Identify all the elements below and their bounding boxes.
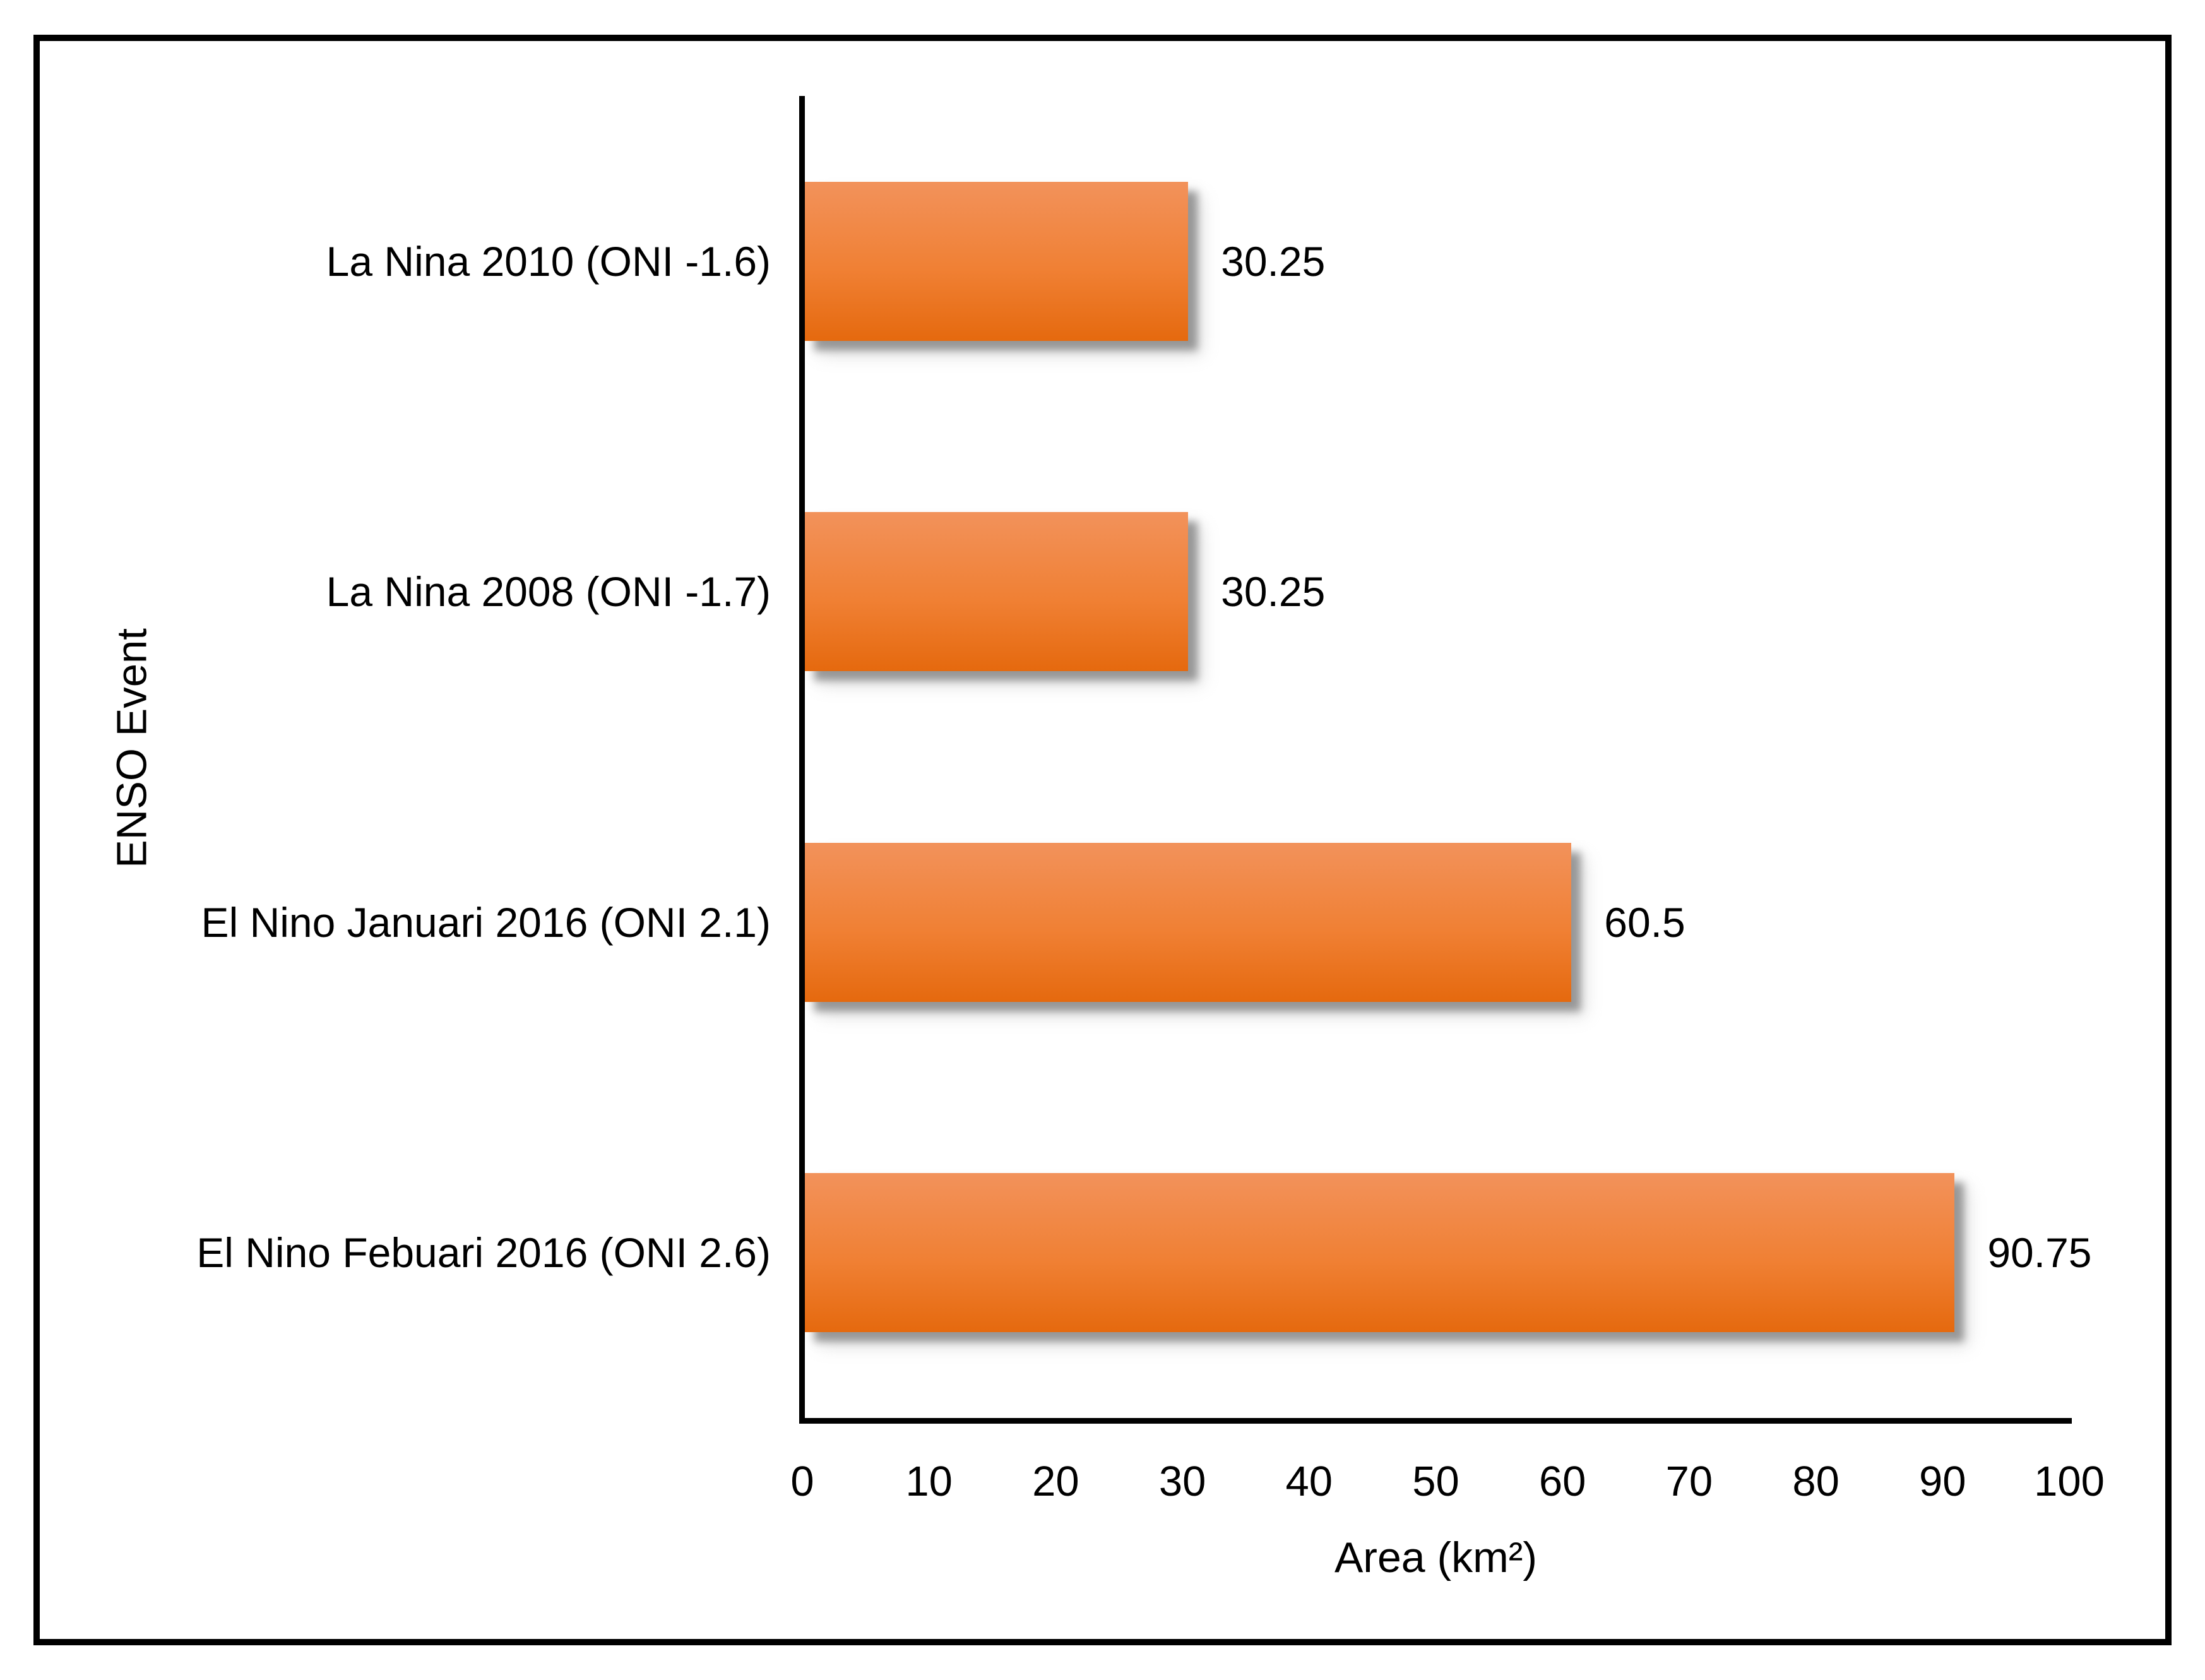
bar — [805, 1173, 1955, 1333]
bar-row: El Nino Febuari 2016 (ONI 2.6) 90.75 — [196, 1088, 2092, 1419]
bar — [805, 842, 1572, 1002]
x-tick-label: 50 — [1412, 1458, 1459, 1505]
x-tick-label: 80 — [1792, 1458, 1839, 1505]
x-tick-label: 20 — [1032, 1458, 1079, 1505]
bar-row: El Nino Januari 2016 (ONI 2.1) 60.5 — [201, 757, 2072, 1088]
y-axis-title: ENSO Event — [108, 628, 156, 868]
bar-row: La Nina 2008 (ONI -1.7) 30.25 — [326, 427, 2072, 758]
bar — [805, 181, 1189, 341]
x-tick-label: 90 — [1919, 1458, 1966, 1505]
category-label: El Nino Januari 2016 (ONI 2.1) — [201, 898, 771, 946]
value-label: 30.25 — [1221, 568, 1326, 616]
value-label: 30.25 — [1221, 237, 1326, 285]
x-tick-label: 0 — [790, 1458, 814, 1505]
x-tick-label: 30 — [1158, 1458, 1206, 1505]
x-axis-title: Area (km²) — [1334, 1534, 1538, 1582]
category-label: El Nino Febuari 2016 (ONI 2.6) — [196, 1229, 771, 1277]
category-label: La Nina 2010 (ONI -1.6) — [326, 237, 771, 285]
value-label: 60.5 — [1604, 898, 1685, 946]
x-tick-label: 100 — [2034, 1458, 2105, 1505]
bar — [805, 512, 1189, 672]
x-tick-label: 10 — [905, 1458, 953, 1505]
category-label: La Nina 2008 (ONI -1.7) — [326, 568, 771, 616]
chart-frame-border — [33, 35, 2172, 1645]
bar-rows: La Nina 2010 (ONI -1.6) 30.25 La Nina 20… — [196, 96, 2092, 1419]
bar-row: La Nina 2010 (ONI -1.6) 30.25 — [326, 96, 2072, 427]
x-axis-ticks: 0 10 20 30 40 50 60 70 80 90 100 — [790, 1457, 2105, 1514]
x-tick-label: 70 — [1665, 1458, 1713, 1505]
value-label: 90.75 — [1987, 1229, 2092, 1277]
plot-area: La Nina 2010 (ONI -1.6) 30.25 La Nina 20… — [196, 96, 2092, 1424]
x-tick-label: 40 — [1285, 1458, 1333, 1505]
x-tick-label: 60 — [1538, 1458, 1586, 1505]
